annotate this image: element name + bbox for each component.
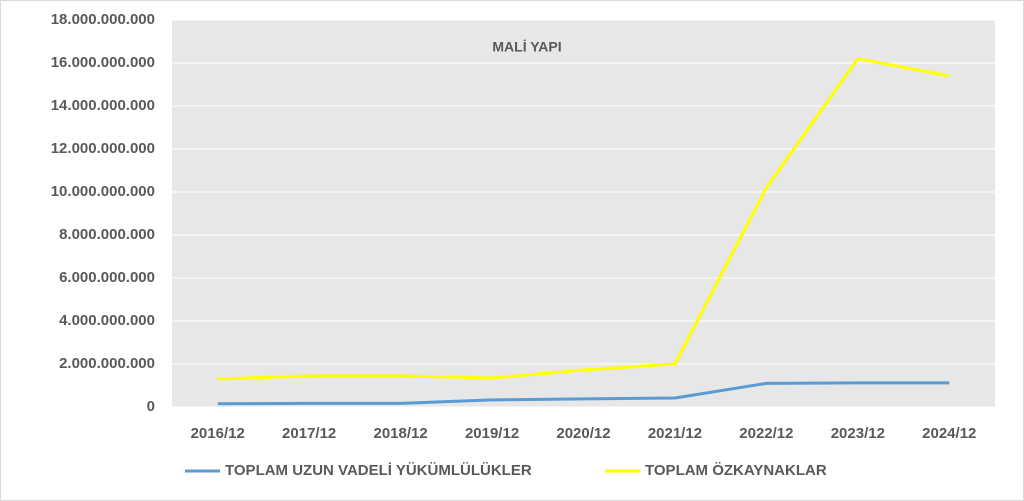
y-tick-label: 16.000.000.000 xyxy=(51,54,155,71)
y-tick-label: 14.000.000.000 xyxy=(51,97,155,114)
x-tick-label: 2020/12 xyxy=(556,425,610,442)
x-tick-label: 2022/12 xyxy=(739,425,793,442)
x-tick-label: 2021/12 xyxy=(648,425,702,442)
x-tick-label: 2023/12 xyxy=(831,425,885,442)
legend-label: TOPLAM UZUN VADELİ YÜKÜMLÜLÜKLER xyxy=(225,462,532,479)
series-line xyxy=(217,57,950,381)
x-tick-label: 2016/12 xyxy=(191,425,245,442)
y-tick-label: 4.000.000.000 xyxy=(59,312,155,329)
legend-label: TOPLAM ÖZKAYNAKLAR xyxy=(645,462,827,479)
y-tick-label: 8.000.000.000 xyxy=(59,226,155,243)
x-tick-label: 2017/12 xyxy=(282,425,336,442)
y-tick-label: 0 xyxy=(147,398,155,415)
x-tick-label: 2024/12 xyxy=(922,425,976,442)
y-tick-label: 18.000.000.000 xyxy=(51,11,155,28)
y-tick-label: 10.000.000.000 xyxy=(51,183,155,200)
y-tick-label: 12.000.000.000 xyxy=(51,140,155,157)
chart-title: MALİ YAPI xyxy=(492,39,561,55)
y-tick-label: 2.000.000.000 xyxy=(59,355,155,372)
series-line xyxy=(217,381,950,406)
y-tick-label: 6.000.000.000 xyxy=(59,269,155,286)
x-tick-label: 2018/12 xyxy=(373,425,427,442)
x-tick-label: 2019/12 xyxy=(465,425,519,442)
plot-area xyxy=(172,20,995,407)
